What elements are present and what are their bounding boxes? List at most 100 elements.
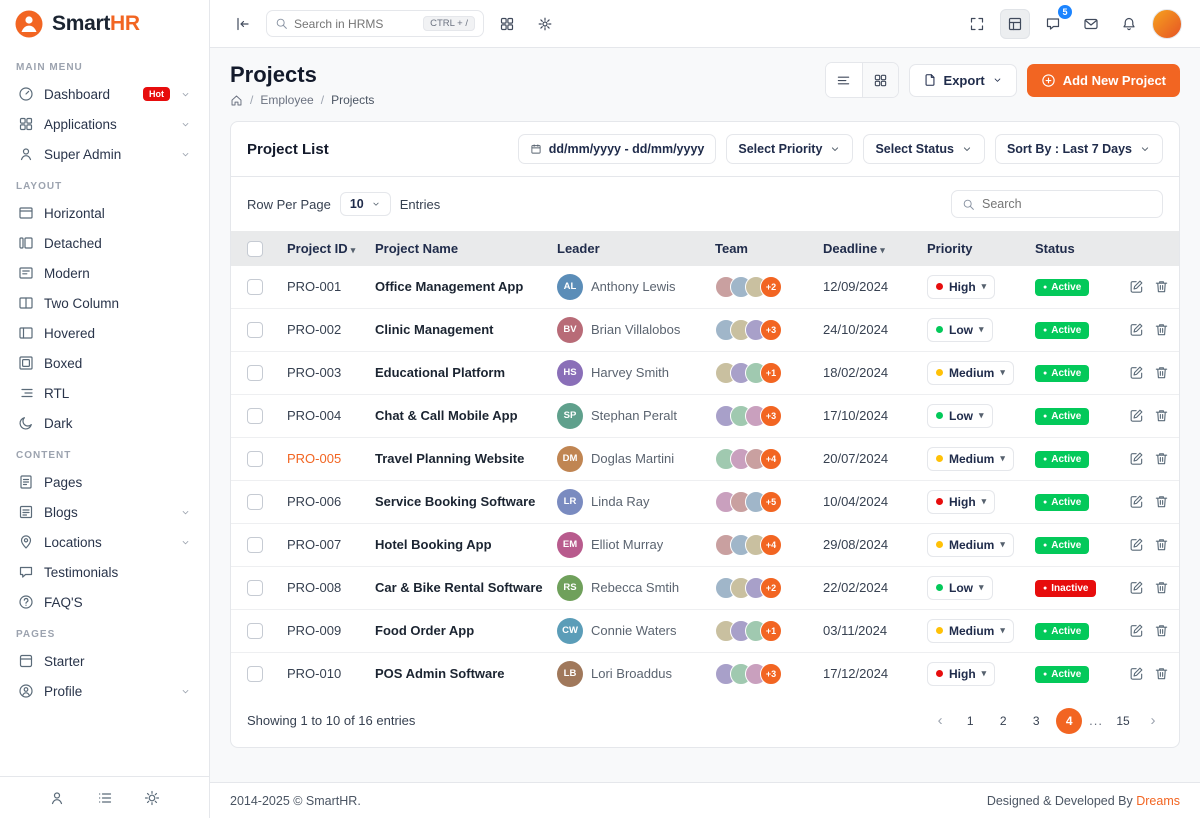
edit-icon[interactable]	[1129, 666, 1144, 681]
sidebar-item-two-column[interactable]: Two Column	[10, 288, 199, 318]
trash-icon[interactable]	[1154, 537, 1169, 552]
row-checkbox[interactable]	[247, 536, 263, 553]
add-new-project-button[interactable]: Add New Project	[1026, 63, 1180, 97]
edit-icon[interactable]	[1129, 580, 1144, 595]
row-checkbox[interactable]	[247, 622, 263, 639]
grid-view-button[interactable]	[861, 63, 898, 97]
sidebar-item-starter[interactable]: Starter	[10, 646, 199, 676]
chat-icon[interactable]: 5	[1038, 4, 1072, 39]
priority-select[interactable]: High ▾	[927, 661, 996, 686]
sidebar-item-detached[interactable]: Detached	[10, 228, 199, 258]
date-range-picker[interactable]: dd/mm/yyyy - dd/mm/yyyy	[517, 134, 717, 164]
pagination-page-2[interactable]: 2	[990, 708, 1016, 734]
row-checkbox[interactable]	[247, 321, 263, 338]
sidebar-item-testimonials[interactable]: Testimonials	[10, 557, 199, 587]
user-icon[interactable]	[42, 783, 72, 813]
status-filter[interactable]: Select Status	[863, 134, 985, 164]
edit-icon[interactable]	[1129, 623, 1144, 638]
apps-grid-icon[interactable]	[492, 9, 522, 39]
project-id[interactable]: PRO-009	[287, 623, 342, 639]
trash-icon[interactable]	[1154, 494, 1169, 509]
gear-icon[interactable]	[530, 9, 560, 39]
trash-icon[interactable]	[1154, 580, 1169, 595]
export-button[interactable]: Export	[908, 63, 1017, 97]
priority-select[interactable]: Medium ▾	[927, 618, 1014, 643]
sidebar-item-dark[interactable]: Dark	[10, 408, 199, 438]
row-checkbox[interactable]	[247, 364, 263, 381]
row-checkbox[interactable]	[247, 579, 263, 596]
global-search-input[interactable]	[294, 16, 418, 31]
row-checkbox[interactable]	[247, 278, 263, 295]
pagination-prev-button[interactable]: ‹	[930, 712, 950, 729]
trash-icon[interactable]	[1154, 623, 1169, 638]
edit-icon[interactable]	[1129, 451, 1144, 466]
sidebar-item-boxed[interactable]: Boxed	[10, 348, 199, 378]
priority-select[interactable]: Medium ▾	[927, 446, 1014, 471]
sidebar-item-applications[interactable]: Applications	[10, 109, 199, 139]
sidebar-collapse-button[interactable]	[228, 9, 258, 39]
trash-icon[interactable]	[1154, 365, 1169, 380]
sidebar-item-rtl[interactable]: RTL	[10, 378, 199, 408]
edit-icon[interactable]	[1129, 279, 1144, 294]
pagination-page-1[interactable]: 1	[957, 708, 983, 734]
column-header-project-id[interactable]: Project ID ▾	[277, 231, 365, 266]
trash-icon[interactable]	[1154, 408, 1169, 423]
edit-icon[interactable]	[1129, 494, 1144, 509]
row-checkbox[interactable]	[247, 407, 263, 424]
row-per-page-select[interactable]: 10	[339, 192, 391, 216]
table-search[interactable]	[951, 190, 1163, 218]
priority-select[interactable]: High ▾	[927, 274, 996, 299]
edit-icon[interactable]	[1129, 537, 1144, 552]
table-search-input[interactable]	[982, 197, 1152, 211]
trash-icon[interactable]	[1154, 451, 1169, 466]
priority-select[interactable]: Medium ▾	[927, 360, 1014, 385]
brightness-icon[interactable]	[137, 783, 167, 813]
mail-icon[interactable]	[1076, 9, 1106, 39]
fullscreen-icon[interactable]	[962, 9, 992, 39]
trash-icon[interactable]	[1154, 322, 1169, 337]
priority-select[interactable]: Medium ▾	[927, 532, 1014, 557]
credit-brand-link[interactable]: Dreams	[1136, 793, 1180, 808]
sort-by-filter[interactable]: Sort By : Last 7 Days	[994, 134, 1163, 164]
global-search[interactable]: CTRL + /	[266, 10, 484, 37]
priority-select[interactable]: Low ▾	[927, 317, 993, 342]
sidebar-item-super-admin[interactable]: Super Admin	[10, 139, 199, 169]
priority-select[interactable]: Low ▾	[927, 403, 993, 428]
row-checkbox[interactable]	[247, 493, 263, 510]
sidebar-item-horizontal[interactable]: Horizontal	[10, 198, 199, 228]
pagination-page-4[interactable]: 4	[1056, 707, 1083, 734]
sidebar-item-dashboard[interactable]: Dashboard Hot	[10, 79, 199, 109]
sidebar-item-blogs[interactable]: Blogs	[10, 497, 199, 527]
layout-switch-icon[interactable]	[1000, 8, 1030, 39]
sidebar-item-locations[interactable]: Locations	[10, 527, 199, 557]
pagination-next-button[interactable]: ›	[1143, 712, 1163, 729]
edit-icon[interactable]	[1129, 322, 1144, 337]
project-id[interactable]: PRO-003	[287, 365, 342, 381]
breadcrumb-employee[interactable]: Employee	[260, 93, 314, 107]
project-id[interactable]: PRO-004	[287, 408, 342, 424]
project-id[interactable]: PRO-002	[287, 322, 342, 338]
bell-icon[interactable]	[1114, 9, 1144, 39]
sidebar-item-profile[interactable]: Profile	[10, 676, 199, 706]
user-avatar[interactable]	[1152, 8, 1182, 39]
project-id[interactable]: PRO-005	[287, 451, 342, 467]
edit-icon[interactable]	[1129, 365, 1144, 380]
pagination-page-15[interactable]: 15	[1110, 708, 1136, 734]
pagination-page-3[interactable]: 3	[1023, 708, 1049, 734]
project-id[interactable]: PRO-007	[287, 537, 342, 553]
priority-select[interactable]: Low ▾	[927, 575, 993, 600]
project-id[interactable]: PRO-010	[287, 666, 342, 682]
home-icon[interactable]	[230, 94, 243, 107]
priority-filter[interactable]: Select Priority	[726, 134, 854, 164]
list-icon[interactable]	[90, 783, 120, 813]
select-all-checkbox[interactable]	[247, 240, 263, 257]
column-header-deadline[interactable]: Deadline ▾	[813, 231, 917, 266]
priority-select[interactable]: High ▾	[927, 489, 996, 514]
list-view-button[interactable]	[825, 63, 862, 97]
sidebar-item-hovered[interactable]: Hovered	[10, 318, 199, 348]
project-id[interactable]: PRO-001	[287, 279, 342, 295]
sidebar-item-pages[interactable]: Pages	[10, 467, 199, 497]
trash-icon[interactable]	[1154, 279, 1169, 294]
sidebar-item-faq-s[interactable]: FAQ'S	[10, 587, 199, 617]
trash-icon[interactable]	[1154, 666, 1169, 681]
